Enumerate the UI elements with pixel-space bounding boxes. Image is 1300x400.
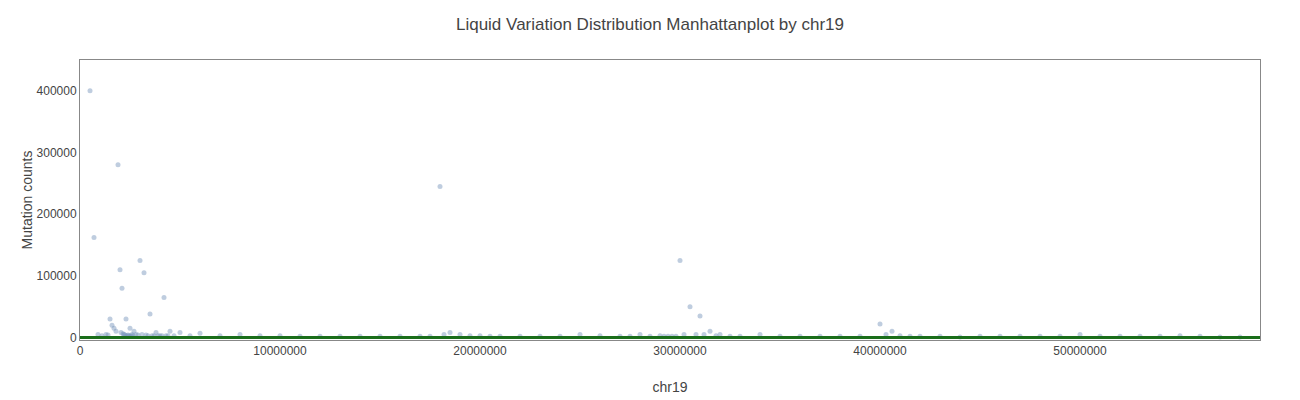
- svg-text:400000: 400000: [37, 84, 77, 98]
- svg-text:Liquid Variation Distribution: Liquid Variation Distribution Manhattanp…: [456, 15, 844, 34]
- svg-text:0: 0: [70, 331, 77, 345]
- svg-text:30000000: 30000000: [653, 344, 707, 358]
- svg-text:100000: 100000: [37, 269, 77, 283]
- svg-text:40000000: 40000000: [853, 344, 907, 358]
- svg-text:50000000: 50000000: [1053, 344, 1107, 358]
- svg-text:Mutation counts: Mutation counts: [19, 151, 35, 250]
- svg-text:300000: 300000: [37, 146, 77, 160]
- svg-text:200000: 200000: [37, 207, 77, 221]
- svg-text:20000000: 20000000: [453, 344, 507, 358]
- svg-text:chr19: chr19: [652, 379, 687, 395]
- svg-text:10000000: 10000000: [253, 344, 307, 358]
- svg-text:0: 0: [77, 344, 84, 358]
